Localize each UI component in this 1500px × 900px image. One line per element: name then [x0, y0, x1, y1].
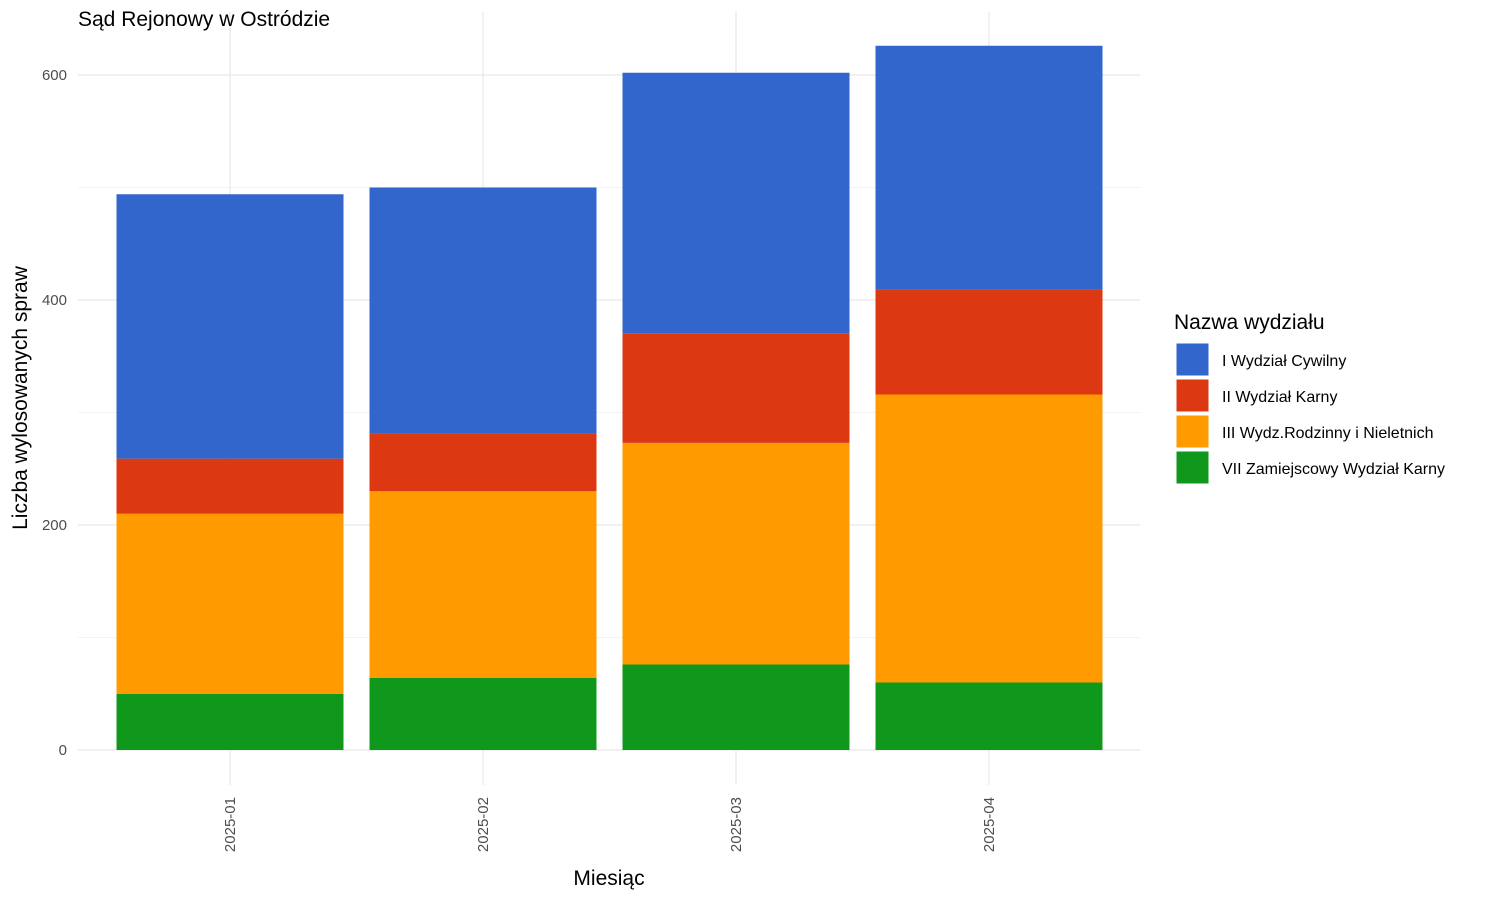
- bar-segment: [622, 72, 850, 334]
- x-axis-title: Miesiąc: [573, 867, 644, 890]
- legend-swatch: [1175, 342, 1210, 377]
- bar-segment: [116, 693, 344, 750]
- y-tick-label: 600: [42, 67, 67, 84]
- y-tick-label: 0: [59, 742, 67, 759]
- y-tick-label: 200: [42, 517, 67, 534]
- bar-segment: [116, 513, 344, 694]
- y-tick-label: 400: [42, 292, 67, 309]
- legend-swatch: [1175, 378, 1210, 413]
- legend-swatch: [1175, 414, 1210, 449]
- bar-segment: [369, 491, 597, 678]
- legend-label: II Wydział Karny: [1222, 389, 1337, 406]
- bar-segment: [622, 664, 850, 750]
- bar-segment: [369, 187, 597, 434]
- x-tick-label: 2025-04: [981, 797, 998, 852]
- bar-segment: [875, 45, 1103, 290]
- bar-segment: [116, 194, 344, 459]
- legend-items: I Wydział Cywilny II Wydział Karny III Wyd…: [1175, 342, 1445, 485]
- x-tick-label: 2025-02: [475, 797, 492, 852]
- bar-segment: [622, 333, 850, 443]
- bar-segment: [369, 433, 597, 492]
- axis-labels: 0 200 400 600 2025-01 2025-02 2025-03 2025-04: [42, 67, 998, 852]
- legend-label: I Wydział Cywilny: [1222, 353, 1346, 370]
- bar-segment: [369, 678, 597, 750]
- legend-label: VII Zamiejscowy Wydział Karny: [1222, 461, 1445, 478]
- y-axis-title: Liczba wylosowanych spraw: [9, 265, 32, 530]
- legend-label: III Wydz.Rodzinny i Nieletnich: [1222, 425, 1434, 442]
- bar-segment: [622, 442, 850, 665]
- legend-title: Nazwa wydziału: [1174, 311, 1325, 334]
- bars: [116, 45, 1103, 750]
- legend: Nazwa wydziału I Wydział Cywilny II Wydzi…: [1174, 311, 1445, 485]
- chart-title: Sąd Rejonowy w Ostródzie: [78, 8, 330, 31]
- legend-swatch: [1175, 450, 1210, 485]
- bar-segment: [875, 682, 1103, 750]
- x-tick-label: 2025-01: [222, 797, 239, 852]
- x-tick-label: 2025-03: [728, 797, 745, 852]
- bar-segment: [875, 289, 1103, 395]
- bar-segment: [116, 458, 344, 514]
- bar-segment: [875, 394, 1103, 683]
